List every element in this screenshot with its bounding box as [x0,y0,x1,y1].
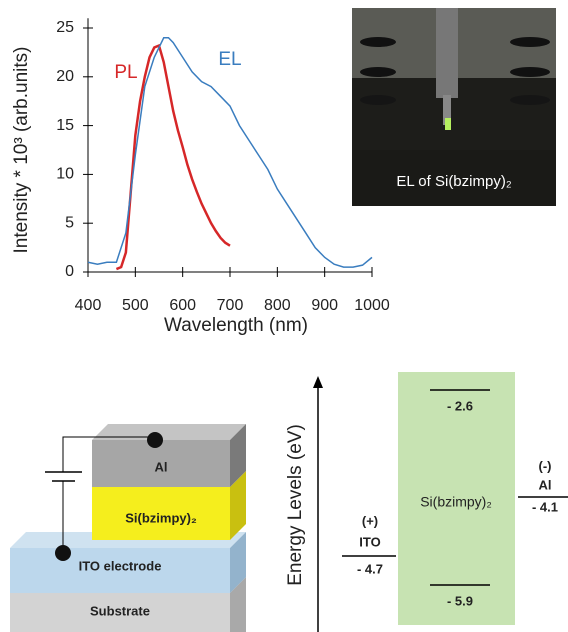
cathode-level: - 4.1 [532,499,558,514]
lumo-level: - 2.6 [447,398,473,413]
x-tick-label: 800 [264,297,291,314]
energy-diagram: Energy Levels (eV) - 2.6 Si(bzimpy)₂ - 5… [285,372,568,632]
x-tick-label: 500 [122,297,149,314]
figure: EL of Si(bzimpy)₂ 0 5 10 15 20 25 400 500 600 700… [0,0,568,632]
y-axis-label: Intensity * 10³ (arb.units) [11,47,32,254]
emitter-label: Si(bzimpy)₂ [420,494,492,510]
y-tick-label: 10 [56,166,74,183]
cathode-sign: (-) [539,458,552,473]
series-label: PL [114,62,137,83]
y-tick-label: 25 [56,19,74,36]
inset-photo: EL of Si(bzimpy)₂ [352,8,556,206]
x-tick-label: 600 [169,297,196,314]
x-tick-label: 400 [75,297,102,314]
homo-level: - 5.9 [447,593,473,608]
x-tick-label: 1000 [354,297,390,314]
inset-caption: EL of Si(bzimpy)₂ [396,173,511,190]
y-tick-label: 5 [65,214,74,231]
device-diagram: Al Si(bzimpy)₂ ITO electrode Substrate [10,424,246,632]
x-tick-label: 900 [311,297,338,314]
y-tick-label: 20 [56,68,74,85]
cathode-name: Al [539,477,552,492]
layer-label: Si(bzimpy)₂ [125,510,197,525]
line-chart: 0 5 10 15 20 25 400 500 600 700 800 900 1000 Waveleng… [11,18,390,336]
anode-sign: (+) [362,513,378,528]
anode-level: - 4.7 [357,561,383,576]
series-label: EL [218,49,241,70]
x-axis-label: Wavelength (nm) [164,315,308,336]
x-tick-label: 700 [217,297,244,314]
layer-label: Substrate [90,603,150,618]
anode-name: ITO [359,534,380,549]
axis-label: Energy Levels (eV) [285,424,306,586]
layer-label: Al [155,459,168,474]
y-tick-label: 15 [56,117,74,134]
layer-label: ITO electrode [79,558,162,573]
y-tick-label: 0 [65,263,74,280]
